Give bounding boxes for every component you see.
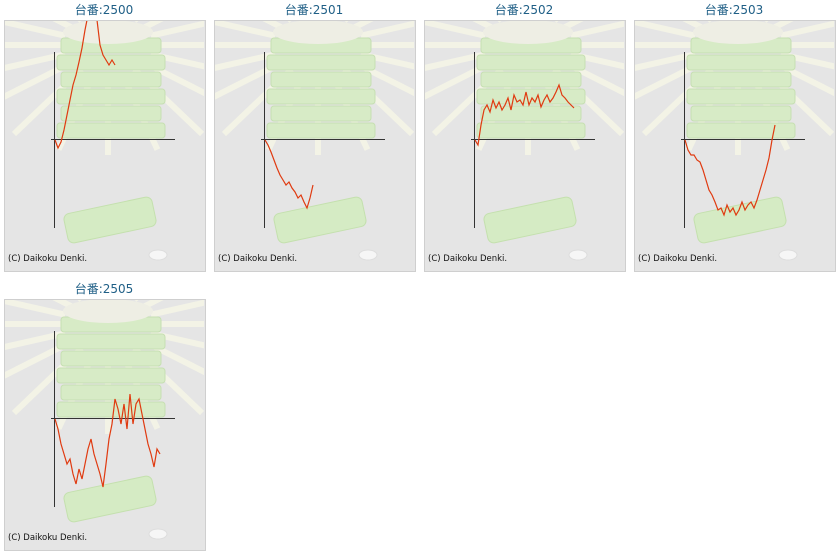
copyright: (C) Daikoku Denki. <box>8 533 87 543</box>
tray <box>63 475 157 523</box>
stack-layer <box>270 105 372 122</box>
payout-line <box>684 124 776 217</box>
background-illustration <box>5 21 204 261</box>
stack-layer <box>686 54 796 71</box>
top-cap <box>63 21 153 44</box>
ray <box>5 21 66 39</box>
stack-layer <box>56 88 166 105</box>
stack-layer <box>56 367 166 384</box>
ray <box>5 51 66 71</box>
ray <box>5 330 66 350</box>
ray <box>780 21 834 39</box>
stack-layer <box>686 122 796 139</box>
cup <box>148 249 168 261</box>
ray <box>764 21 769 23</box>
stack-layer <box>60 105 162 122</box>
ray <box>150 51 204 70</box>
ray <box>425 21 486 39</box>
ray <box>150 21 204 39</box>
ray <box>77 21 82 23</box>
stack-layer <box>60 384 162 401</box>
stack-layer <box>266 54 376 71</box>
copyright: (C) Daikoku Denki. <box>218 254 297 264</box>
ray <box>5 338 73 379</box>
stack-layer <box>56 401 166 418</box>
machine-title: 台番:2503 <box>705 2 764 17</box>
ray <box>360 51 414 70</box>
stack-layer <box>686 88 796 105</box>
stack-layer <box>690 71 792 88</box>
copyright: (C) Daikoku Denki. <box>428 254 507 264</box>
payout-line <box>264 139 314 210</box>
stack-layer <box>56 122 166 139</box>
stack-layer <box>690 105 792 122</box>
cup <box>778 249 798 261</box>
cup <box>358 249 378 261</box>
machine-title: 台番:2501 <box>285 2 344 17</box>
top-cap <box>693 21 783 44</box>
machine-title: 台番:2502 <box>495 2 554 17</box>
background-illustration <box>635 21 834 261</box>
ray <box>344 21 349 23</box>
ray <box>287 21 292 23</box>
ray <box>707 21 712 23</box>
background-illustration <box>215 21 414 261</box>
ray <box>570 51 624 70</box>
machine-title: 台番:2505 <box>75 281 134 296</box>
tray <box>63 196 157 244</box>
ray <box>150 330 204 349</box>
payout-line <box>54 21 116 150</box>
top-cap <box>273 21 363 44</box>
ray <box>635 59 703 100</box>
ray <box>780 51 834 70</box>
payout-line <box>474 83 575 147</box>
ray <box>425 51 486 71</box>
cup <box>148 528 168 540</box>
tray <box>693 196 787 244</box>
stack-layer <box>60 350 162 367</box>
payout-line <box>54 393 161 488</box>
stack-layer <box>56 333 166 350</box>
ray <box>215 51 276 71</box>
tray <box>483 196 577 244</box>
ray <box>360 21 414 39</box>
stack-layer <box>476 88 586 105</box>
ray <box>425 59 493 100</box>
stack-layer <box>476 122 586 139</box>
graph-card: 台番:2502 (C) Daikoku Denki. <box>424 2 626 272</box>
ray <box>5 300 66 318</box>
stack-layer <box>60 71 162 88</box>
stack-layer <box>480 105 582 122</box>
ray <box>554 21 559 23</box>
graph-card: 台番:2501 (C) Daikoku Denki. <box>214 2 416 272</box>
graph-card: 台番:2500 (C) Daikoku Denki. <box>4 2 206 272</box>
ray <box>497 21 502 23</box>
machine-title: 台番:2500 <box>75 2 134 17</box>
background-illustration <box>425 21 624 261</box>
background-illustration <box>5 300 204 540</box>
top-cap <box>483 21 573 44</box>
stack-layer <box>480 71 582 88</box>
ray <box>215 21 276 39</box>
ray <box>150 300 204 318</box>
cup <box>568 249 588 261</box>
stack-layer <box>266 88 376 105</box>
stack-layer <box>270 71 372 88</box>
ray <box>215 59 283 100</box>
ray <box>134 21 139 23</box>
stack-layer <box>266 122 376 139</box>
ray <box>570 21 624 39</box>
graph-card: 台番:2503 (C) Daikoku Denki. <box>634 2 836 272</box>
copyright: (C) Daikoku Denki. <box>638 254 717 264</box>
stack-layer <box>476 54 586 71</box>
ray <box>5 59 73 100</box>
copyright: (C) Daikoku Denki. <box>8 254 87 264</box>
ray <box>635 21 696 39</box>
tray <box>273 196 367 244</box>
top-cap <box>63 300 153 323</box>
graph-card: 台番:2505 (C) Daikoku Denki. <box>4 281 206 551</box>
ray <box>635 51 696 71</box>
